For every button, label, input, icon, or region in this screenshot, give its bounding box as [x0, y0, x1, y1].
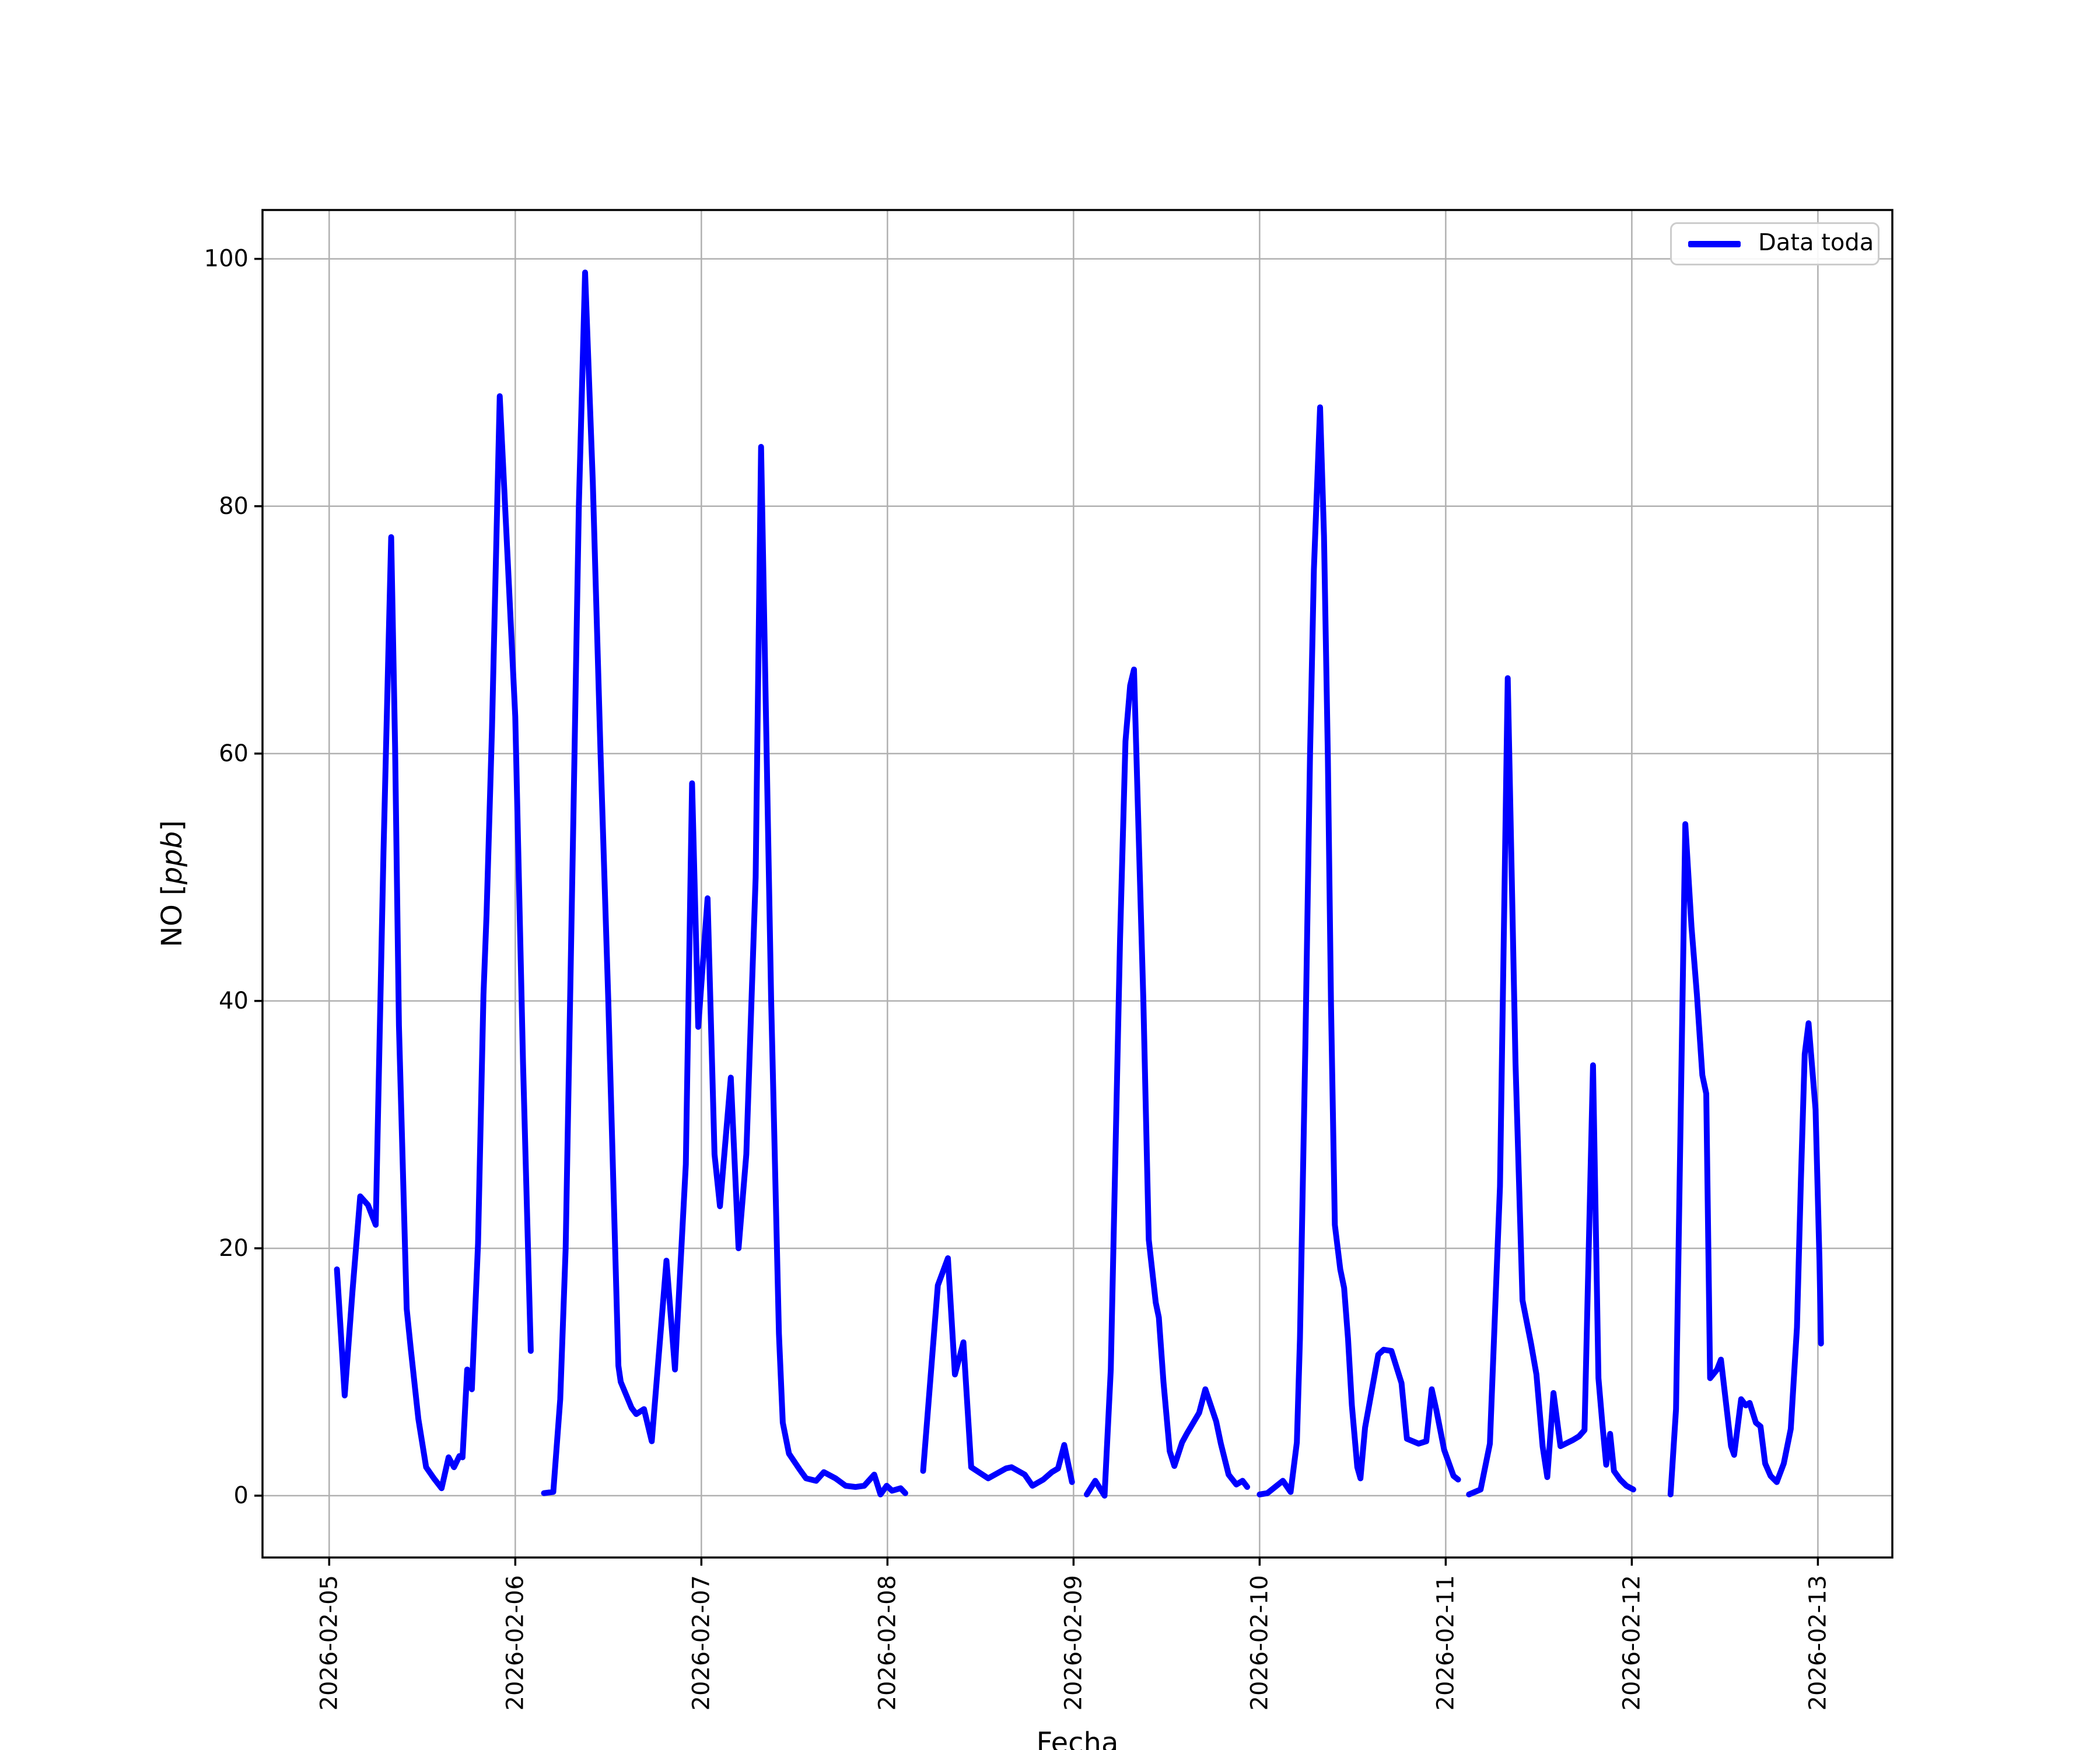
data-series-line: [920, 1255, 1075, 1489]
y-tick-label: 80: [219, 493, 249, 520]
data-series-line: [334, 393, 534, 1492]
data-series-line: [1256, 404, 1461, 1497]
x-tick-label: 2026-02-08: [874, 1575, 901, 1710]
x-tick-label: 2026-02-09: [1060, 1575, 1087, 1710]
y-tick-label: 40: [219, 988, 249, 1014]
x-tick-label: 2026-02-07: [688, 1575, 715, 1710]
y-axis-label-suffix: ]: [156, 820, 188, 831]
y-tick-label: 20: [219, 1235, 249, 1262]
x-tick-label: 2026-02-10: [1246, 1575, 1273, 1710]
x-tick-label: 2026-02-11: [1432, 1575, 1459, 1710]
plot-border: [261, 209, 1894, 1559]
legend: Data toda: [1670, 222, 1880, 265]
data-series-line: [541, 270, 908, 1497]
legend-line-swatch: [1688, 240, 1741, 247]
x-tick-label: 2026-02-06: [502, 1575, 528, 1710]
x-tick-label: 2026-02-05: [316, 1575, 342, 1710]
legend-label: Data toda: [1758, 229, 1874, 256]
y-axis-label-unit: ppb: [156, 831, 188, 885]
y-tick-label: 60: [219, 740, 249, 767]
y-axis-label: NO [ppb]: [156, 820, 188, 947]
data-series-line: [1667, 821, 1824, 1497]
y-tick-label: 0: [234, 1482, 249, 1509]
x-axis-label: Fecha: [1036, 1727, 1119, 1750]
data-series-line: [1466, 675, 1636, 1497]
y-tick-label: 100: [204, 246, 249, 272]
y-axis-label-prefix: NO [: [156, 884, 188, 947]
data-series-line: [1084, 666, 1251, 1499]
x-tick-label: 2026-02-13: [1804, 1575, 1831, 1710]
x-tick-label: 2026-02-12: [1618, 1575, 1645, 1710]
